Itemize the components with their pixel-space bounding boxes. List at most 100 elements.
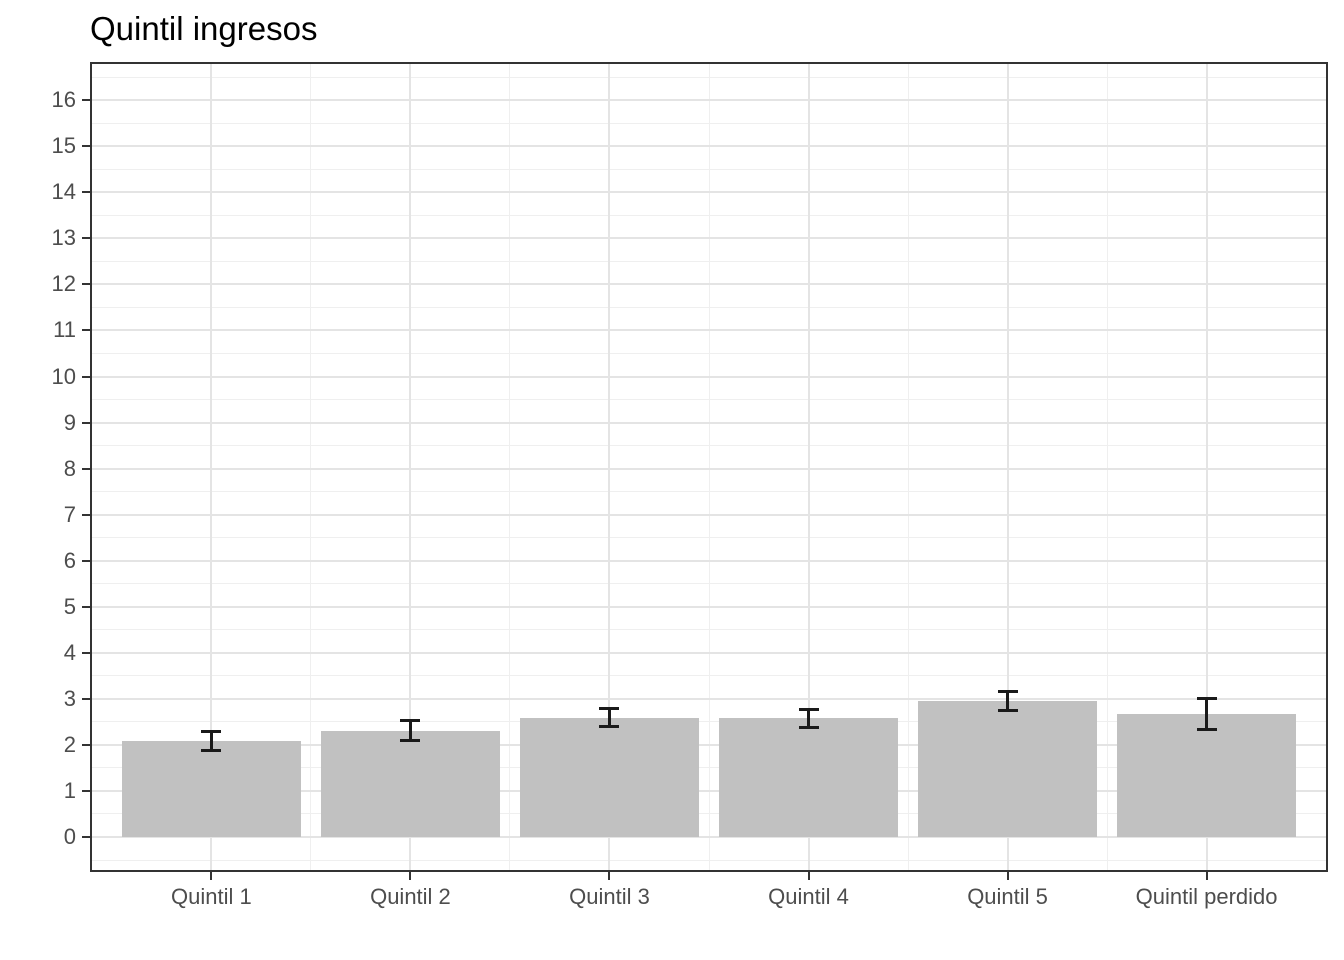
error-bar-cap <box>599 707 620 711</box>
error-bar-cap <box>201 729 222 733</box>
gridline-major-v <box>807 64 810 870</box>
gridline-minor-v <box>708 64 710 870</box>
y-axis-tick-label: 10 <box>51 363 76 389</box>
error-bar-cap <box>1196 697 1217 701</box>
gridline-major-h <box>92 697 1326 700</box>
y-axis-tick-label: 7 <box>63 501 76 527</box>
x-axis-tick <box>608 872 611 880</box>
y-axis-tick <box>82 651 90 654</box>
x-axis-tick <box>1006 872 1009 880</box>
y-axis-tick <box>82 605 90 608</box>
x-axis-category-label: Quintil 1 <box>171 884 252 909</box>
gridline-major-v <box>608 64 611 870</box>
gridline-major-h <box>92 237 1326 240</box>
y-axis-tick-label: 13 <box>51 225 76 251</box>
error-bar-cap <box>400 739 421 743</box>
y-axis-tick-label: 4 <box>63 639 76 665</box>
gridline-major-h <box>92 467 1326 470</box>
y-axis-tick-label: 2 <box>63 731 76 757</box>
bar-quintil-5 <box>917 701 1098 837</box>
y-axis-tick <box>82 375 90 378</box>
y-axis-tick-label: 0 <box>63 824 76 849</box>
gridline-major-h <box>92 743 1326 746</box>
gridline-major-v <box>210 64 213 870</box>
bar-quintil-3 <box>519 718 700 837</box>
y-axis-tick-label: 9 <box>63 409 76 435</box>
gridline-major-v <box>1006 64 1009 870</box>
y-axis-tick <box>82 237 90 240</box>
y-axis-tick <box>82 467 90 470</box>
y-axis-tick <box>82 191 90 194</box>
x-axis-category-label: Quintil 5 <box>967 884 1048 909</box>
y-axis-tick-label: 15 <box>51 133 76 159</box>
y-axis-tick-label: 5 <box>63 593 76 619</box>
gridline-major-h <box>92 421 1326 424</box>
gridline-major-h <box>92 191 1326 194</box>
x-axis-category-label: Quintil 4 <box>768 884 849 909</box>
gridline-minor-v <box>310 64 312 870</box>
gridline-major-h <box>92 375 1326 378</box>
y-axis-tick-label: 6 <box>63 547 76 573</box>
x-axis-tick <box>1205 872 1208 880</box>
y-axis-tick-label: 12 <box>51 271 76 297</box>
gridline-major-h <box>92 836 1326 838</box>
gridline-major-h <box>92 283 1326 286</box>
gridline-major-h <box>92 99 1326 102</box>
gridline-major-h <box>92 789 1326 792</box>
x-axis-tick <box>807 872 810 880</box>
gridline-major-h <box>92 651 1326 654</box>
y-axis-tick <box>82 421 90 424</box>
y-axis-tick <box>82 789 90 792</box>
y-axis-tick <box>82 145 90 148</box>
gridline-minor-v <box>509 64 511 870</box>
x-axis-tick <box>409 872 412 880</box>
y-axis-tick <box>82 329 90 332</box>
y-axis-tick <box>82 697 90 700</box>
y-axis-tick-label: 3 <box>63 685 76 711</box>
error-bar-cap <box>400 719 421 723</box>
error-bar-cap <box>599 725 620 729</box>
gridline-major-h <box>92 329 1326 332</box>
bar-quintil-4 <box>718 718 899 837</box>
gridline-major-h <box>92 605 1326 608</box>
y-axis-tick <box>82 743 90 746</box>
y-axis-tick <box>82 513 90 516</box>
gridline-major-h <box>92 513 1326 516</box>
y-axis-tick-label: 1 <box>63 777 76 803</box>
error-bar-line <box>1205 698 1209 730</box>
bar-quintil-2 <box>320 731 500 837</box>
chart-title: Quintil ingresos <box>90 10 318 47</box>
error-bar-cap <box>798 725 819 729</box>
error-bar-line <box>209 731 213 751</box>
y-axis-tick-label: 16 <box>51 87 76 113</box>
error-bar-cap <box>1196 728 1217 732</box>
gridline-major-h <box>92 145 1326 148</box>
gridline-major-v <box>1205 64 1208 870</box>
bar-quintil-perdido <box>1117 714 1297 837</box>
gridline-minor-v <box>1106 64 1108 870</box>
gridline-major-h <box>92 559 1326 562</box>
plot-panel <box>90 62 1328 872</box>
error-bar-line <box>807 709 811 728</box>
bar-quintil-1 <box>121 740 301 837</box>
error-bar-cap <box>798 707 819 711</box>
y-axis-tick <box>82 836 90 838</box>
error-bar-line <box>607 708 611 727</box>
y-axis-tick <box>82 99 90 102</box>
gridline-minor-v <box>907 64 909 870</box>
x-axis-category-label: Quintil 3 <box>569 884 650 909</box>
error-bar-cap <box>201 748 222 752</box>
x-axis-category-label: Quintil perdido <box>1135 884 1278 909</box>
y-axis-tick-label: 11 <box>53 317 76 343</box>
gridline-major-v <box>409 64 412 870</box>
x-axis-tick <box>210 872 213 880</box>
y-axis-tick-label: 14 <box>51 179 76 205</box>
error-bar-line <box>408 720 412 741</box>
x-axis-category-label: Quintil 2 <box>370 884 451 909</box>
y-axis-tick <box>82 283 90 286</box>
error-bar-cap <box>997 690 1018 694</box>
y-axis-tick-label: 8 <box>63 455 76 481</box>
error-bar-line <box>1006 691 1010 711</box>
error-bar-cap <box>997 709 1018 713</box>
